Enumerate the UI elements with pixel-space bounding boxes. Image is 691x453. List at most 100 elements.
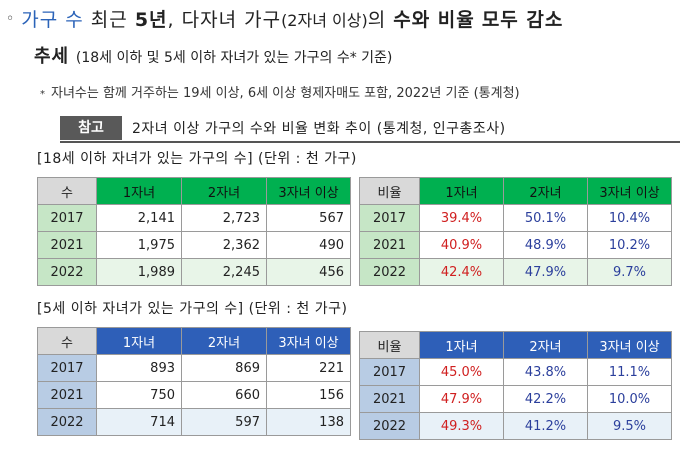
- row-year: 2021: [37, 381, 97, 409]
- header-3child: 3자녀 이상: [587, 331, 672, 359]
- cell-value: 456: [266, 258, 351, 286]
- row-year: 2017: [359, 204, 420, 232]
- header-3child: 3자녀 이상: [587, 177, 672, 205]
- header-2child: 2자녀: [503, 177, 588, 205]
- cell-value: 45.0%: [419, 358, 504, 386]
- header-2child: 2자녀: [503, 331, 588, 359]
- cell-value: 2,141: [96, 204, 182, 232]
- row-year: 2017: [359, 358, 420, 386]
- cell-value: 893: [96, 354, 182, 382]
- cell-value: 10.4%: [587, 204, 672, 232]
- cell-value: 2,362: [181, 231, 267, 259]
- cell-value: 48.9%: [503, 231, 588, 259]
- headline-multichild: 다자녀 가구: [181, 9, 282, 31]
- cell-value: 43.8%: [503, 358, 588, 386]
- cell-value: 869: [181, 354, 267, 382]
- cell-value: 221: [266, 354, 351, 382]
- reference-divider: [60, 141, 680, 143]
- headline-decrease: 모두 감소: [481, 9, 564, 31]
- row-year: 2022: [37, 258, 97, 286]
- table-row: 2017 39.4% 50.1% 10.4%: [359, 204, 672, 232]
- cell-value: 39.4%: [419, 204, 504, 232]
- bullet: ◦: [6, 11, 16, 27]
- cell-value: 2,723: [181, 204, 267, 232]
- header-1child: 1자녀: [419, 177, 504, 205]
- table-row: 2022 49.3% 41.2% 9.5%: [359, 412, 672, 440]
- table-row: 2022 1,989 2,245 456: [37, 258, 351, 286]
- header-3child: 3자녀 이상: [266, 177, 351, 205]
- headline-line2: 추세 (18세 이하 및 5세 이하 자녀가 있는 가구의 수* 기준): [34, 42, 392, 68]
- cell-value: 40.9%: [419, 231, 504, 259]
- header-3child: 3자녀 이상: [266, 327, 351, 355]
- cell-value: 567: [266, 204, 351, 232]
- headline-trend: 추세: [34, 46, 70, 67]
- cell-value: 10.0%: [587, 385, 672, 413]
- ratio-table-18: 비율 1자녀 2자녀 3자녀 이상 2017 39.4% 50.1% 10.4%…: [359, 177, 672, 286]
- table-row: 2021 750 660 156: [37, 381, 351, 409]
- count-table-corner: 수: [37, 177, 97, 205]
- cell-value: 1,989: [96, 258, 182, 286]
- ratio-table-5: 비율 1자녀 2자녀 3자녀 이상 2017 45.0% 43.8% 11.1%…: [359, 331, 672, 440]
- count-table-5: 수 1자녀 2자녀 3자녀 이상 2017 893 869 221 2021 7…: [37, 327, 351, 436]
- row-year: 2021: [359, 231, 420, 259]
- headline-of: 의: [367, 9, 387, 31]
- cell-value: 49.3%: [419, 412, 504, 440]
- reference-title: 2자녀 이상 가구의 수와 비율 변화 추이 (통계청, 인구총조사): [132, 121, 506, 137]
- cell-value: 2,245: [181, 258, 267, 286]
- cell-value: 41.2%: [503, 412, 588, 440]
- table-row: 2017 45.0% 43.8% 11.1%: [359, 358, 672, 386]
- row-year: 2022: [359, 412, 420, 440]
- cell-value: 597: [181, 408, 267, 436]
- table-row: 2022 42.4% 47.9% 9.7%: [359, 258, 672, 286]
- row-year: 2017: [37, 204, 97, 232]
- cell-value: 11.1%: [587, 358, 672, 386]
- header-1child: 1자녀: [419, 331, 504, 359]
- cell-value: 156: [266, 381, 351, 409]
- section-title-18: [18세 이하 자녀가 있는 가구의 수] (단위 : 천 가구): [37, 151, 357, 167]
- count-table-18: 수 1자녀 2자녀 3자녀 이상 2017 2,141 2,723 567 20…: [37, 177, 351, 286]
- headline-recent: 최근: [90, 9, 128, 31]
- row-year: 2017: [37, 354, 97, 382]
- header-1child: 1자녀: [96, 177, 182, 205]
- cell-value: 138: [266, 408, 351, 436]
- table-row: 2021 1,975 2,362 490: [37, 231, 351, 259]
- footnote: * 자녀수는 함께 거주하는 19세 이상, 6세 이상 형제자매도 포함, 20…: [40, 82, 520, 101]
- headline: ◦ 가구 수 최근 5년, 다자녀 가구(2자녀 이상)의 수와 비율 모두 감소: [6, 6, 563, 34]
- reference-header: 참고 2자녀 이상 가구의 수와 비율 변화 추이 (통계청, 인구총조사): [60, 116, 506, 140]
- row-year: 2021: [359, 385, 420, 413]
- headline-comma: ,: [167, 9, 175, 31]
- cell-value: 9.7%: [587, 258, 672, 286]
- section-title-5: [5세 이하 자녀가 있는 가구의 수] (단위 : 천 가구): [37, 301, 348, 317]
- headline-basis: (18세 이하 및 5세 이하 자녀가 있는 가구의 수* 기준): [75, 50, 393, 66]
- table-row: 2021 40.9% 48.9% 10.2%: [359, 231, 672, 259]
- headline-two-plus: (2자녀 이상): [281, 11, 368, 30]
- cell-value: 9.5%: [587, 412, 672, 440]
- cell-value: 660: [181, 381, 267, 409]
- cell-value: 490: [266, 231, 351, 259]
- cell-value: 10.2%: [587, 231, 672, 259]
- table-row: 2017 2,141 2,723 567: [37, 204, 351, 232]
- headline-years: 5년: [134, 9, 168, 31]
- cell-value: 50.1%: [503, 204, 588, 232]
- row-year: 2022: [359, 258, 420, 286]
- header-2child: 2자녀: [181, 177, 267, 205]
- cell-value: 47.9%: [503, 258, 588, 286]
- footnote-star: *: [40, 89, 45, 100]
- headline-count-ratio: 수와 비율: [393, 9, 475, 31]
- cell-value: 42.2%: [503, 385, 588, 413]
- ratio-table-corner: 비율: [359, 177, 420, 205]
- cell-value: 47.9%: [419, 385, 504, 413]
- cell-value: 42.4%: [419, 258, 504, 286]
- headline-household-count: 가구 수: [21, 9, 84, 31]
- header-1child: 1자녀: [96, 327, 182, 355]
- cell-value: 1,975: [96, 231, 182, 259]
- count-table-corner: 수: [37, 327, 97, 355]
- ratio-table-corner: 비율: [359, 331, 420, 359]
- cell-value: 714: [96, 408, 182, 436]
- table-row: 2021 47.9% 42.2% 10.0%: [359, 385, 672, 413]
- table-row: 2017 893 869 221: [37, 354, 351, 382]
- header-2child: 2자녀: [181, 327, 267, 355]
- footnote-text: 자녀수는 함께 거주하는 19세 이상, 6세 이상 형제자매도 포함, 202…: [51, 86, 520, 101]
- row-year: 2022: [37, 408, 97, 436]
- reference-tag: 참고: [60, 116, 122, 140]
